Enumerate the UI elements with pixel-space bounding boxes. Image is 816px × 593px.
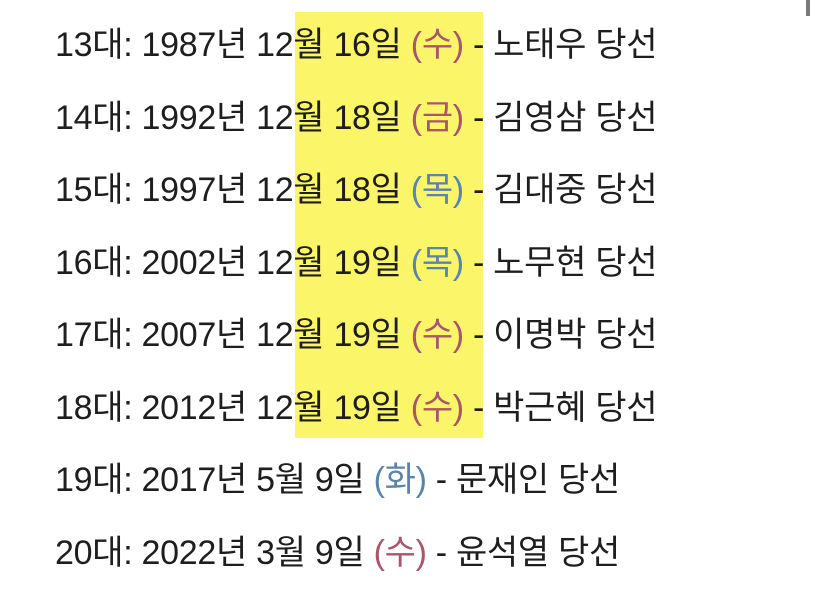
weekday: (금) [410,98,464,137]
election-row: 20대: 2022년 3월 9일 (수) - 윤석열 당선 [55,523,620,583]
election-date: 12월 19일 [256,316,402,354]
election-date: 12월 19일 [256,388,402,427]
term-label: 13대: [55,26,133,64]
election-row: 13대: 1987년 12월 16일 (수) - 노태우 당선 [55,15,658,75]
separator: - [472,98,485,137]
year: 1992년 [141,98,248,137]
term-label: 14대: [55,98,133,137]
separator: - [472,26,485,64]
election-row: 19대: 2017년 5월 9일 (화) - 문재인 당선 [55,450,620,510]
term-label: 15대: [55,171,133,209]
result: 김대중 당선 [493,171,658,209]
election-date: 12월 16일 [256,26,402,64]
separator: - [435,461,447,499]
term-label: 17대: [55,316,133,354]
election-date: 5월 9일 [256,461,365,499]
election-row: 17대: 2007년 12월 19일 (수) - 이명박 당선 [55,305,658,365]
election-row: 16대: 2002년 12월 19일 (목) - 노무현 당선 [55,233,658,293]
election-row: 14대: 1992년 12월 18일 (금) - 김영삼 당선 [55,88,658,148]
result: 이명박 당선 [493,316,658,354]
weekday: (수) [373,533,427,572]
year: 2022년 [141,533,248,572]
weekday: (목) [410,171,464,209]
election-row: 18대: 2012년 12월 19일 (수) - 박근혜 당선 [55,378,658,438]
year: 2012년 [141,388,248,427]
result: 노태우 당선 [493,26,658,64]
result: 노무현 당선 [493,243,658,282]
year: 2017년 [141,461,248,499]
result: 김영삼 당선 [493,98,658,137]
weekday: (수) [410,388,464,427]
election-date: 3월 9일 [256,533,365,572]
separator: - [472,171,485,209]
result: 윤석열 당선 [455,533,620,572]
term-label: 18대: [55,388,133,427]
year: 1987년 [141,26,248,64]
term-label: 16대: [55,243,133,282]
election-date: 12월 19일 [256,243,402,282]
weekday: (화) [373,461,427,499]
weekday: (수) [410,26,464,64]
term-label: 20대: [55,533,133,572]
date-highlight [295,12,483,438]
election-date: 12월 18일 [256,98,402,137]
separator: - [472,388,485,427]
separator: - [472,316,485,354]
weekday: (수) [410,316,464,354]
term-label: 19대: [55,461,133,499]
election-row: 15대: 1997년 12월 18일 (목) - 김대중 당선 [55,160,658,220]
separator: - [435,533,447,572]
year: 2007년 [141,316,248,354]
year: 2002년 [141,243,248,282]
scroll-indicator [806,0,810,16]
result: 문재인 당선 [455,461,620,499]
separator: - [472,243,485,282]
result: 박근혜 당선 [493,388,658,427]
election-date: 12월 18일 [256,171,402,209]
weekday: (목) [410,243,464,282]
year: 1997년 [141,171,248,209]
